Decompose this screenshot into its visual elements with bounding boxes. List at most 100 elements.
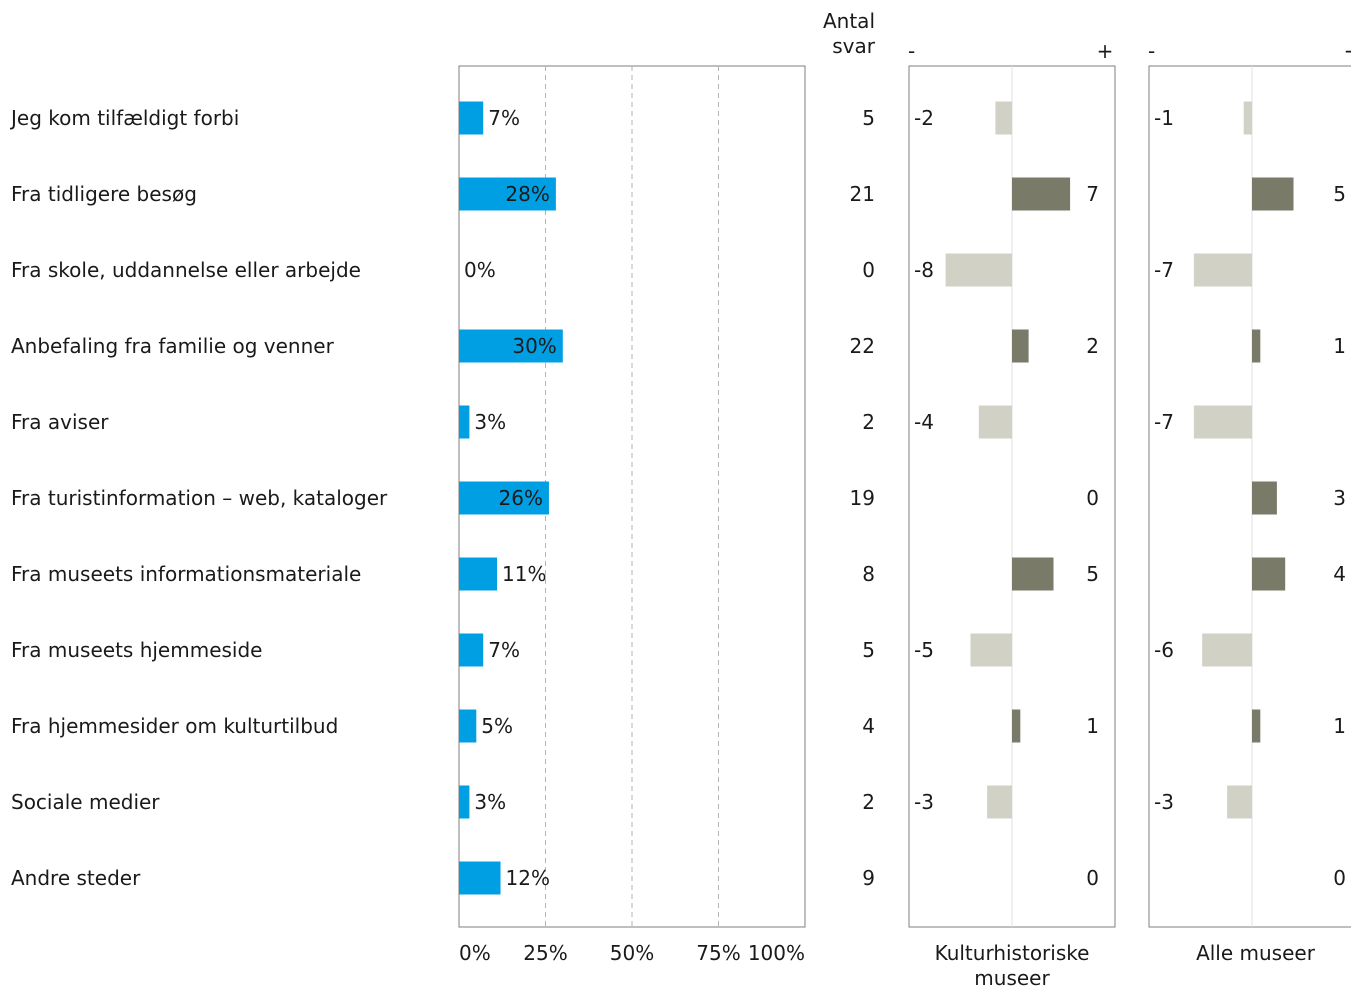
x-tick-label: 100%: [748, 941, 805, 965]
comparison-title-line: museer: [974, 966, 1050, 987]
count-header-line: Antal: [823, 9, 875, 33]
comparison-bar-negative: [1243, 101, 1252, 135]
comparison-data-label: -4: [914, 410, 934, 434]
count-value: 9: [862, 866, 875, 890]
comparison-data-label: -3: [914, 790, 934, 814]
count-value: 2: [862, 410, 875, 434]
x-tick-label: 25%: [523, 941, 567, 965]
comparison-data-label: -1: [1154, 106, 1174, 130]
comparison-bar-positive: [1252, 557, 1286, 591]
category-label: Sociale medier: [11, 790, 160, 814]
category-label: Fra tidligere besøg: [11, 182, 197, 206]
comparison-data-label: -2: [914, 106, 934, 130]
percent-data-label: 26%: [499, 486, 543, 510]
count-value: 22: [850, 334, 875, 358]
comparison-data-label: 5: [1086, 562, 1099, 586]
percent-data-label: 12%: [506, 866, 550, 890]
category-label: Fra museets informationsmateriale: [11, 562, 361, 586]
chart-frames: [458, 65, 1351, 928]
count-value: 21: [850, 182, 875, 206]
chart-gridlines: [545, 66, 1253, 927]
percent-data-label: 28%: [505, 182, 549, 206]
comparison-bar-positive: [1252, 709, 1261, 743]
comparison-bar-negative: [1193, 405, 1252, 439]
comparison-panel-frame: [1148, 65, 1351, 928]
comparison-bar-negative: [995, 101, 1012, 135]
comparison-data-label: 1: [1333, 334, 1346, 358]
percent-data-label: 7%: [488, 638, 520, 662]
count-value: 19: [850, 486, 875, 510]
comparison-bar-negative: [945, 253, 1012, 287]
comparison-bar-positive: [1252, 177, 1294, 211]
percent-data-label: 3%: [474, 410, 506, 434]
comparison-data-label: 2: [1086, 334, 1099, 358]
comparison-data-label: -7: [1154, 410, 1174, 434]
comparison-bar-negative: [970, 633, 1012, 667]
comparison-data-label: 1: [1086, 714, 1099, 738]
comparison-minus-label: -: [908, 39, 915, 63]
comparison-data-label: -8: [914, 258, 934, 282]
percent-bar: [459, 405, 470, 439]
percent-bar: [459, 785, 470, 819]
count-value: 5: [862, 638, 875, 662]
comparison-bar-positive: [1012, 329, 1029, 363]
percent-bar: [459, 101, 484, 135]
chart-bars: [459, 101, 1294, 895]
comparison-title-line: Alle museer: [1196, 941, 1316, 965]
comparison-data-label: 5: [1333, 182, 1346, 206]
comparison-data-label: 1: [1333, 714, 1346, 738]
count-header-line: svar: [832, 34, 876, 58]
percent-data-label: 5%: [481, 714, 513, 738]
comparison-bar-negative: [1227, 785, 1252, 819]
percent-bar: [459, 557, 498, 591]
x-tick-label: 75%: [696, 941, 740, 965]
percent-data-label: 0%: [464, 258, 496, 282]
category-label: Anbefaling fra familie og venner: [11, 334, 335, 358]
comparison-bar-negative: [978, 405, 1012, 439]
count-value: 2: [862, 790, 875, 814]
percent-bar: [459, 861, 501, 895]
comparison-data-label: 0: [1086, 486, 1099, 510]
category-label: Andre steder: [11, 866, 141, 890]
comparison-data-label: -7: [1154, 258, 1174, 282]
comparison-bar-positive: [1252, 481, 1277, 515]
percent-bar: [459, 709, 477, 743]
comparison-data-label: 4: [1333, 562, 1346, 586]
comparison-data-label: -6: [1154, 638, 1174, 662]
comparison-title-line: Kulturhistoriske: [935, 941, 1090, 965]
comparison-bar-positive: [1252, 329, 1261, 363]
chart-text: Jeg kom tilfældigt forbi Fra tidligere be…: [9, 9, 1351, 987]
comparison-data-label: 3: [1333, 486, 1346, 510]
comparison-data-label: 0: [1086, 866, 1099, 890]
count-value: 8: [862, 562, 875, 586]
comparison-data-label: 0: [1333, 866, 1346, 890]
count-value: 4: [862, 714, 875, 738]
x-tick-label: 50%: [610, 941, 654, 965]
comparison-bar-positive: [1012, 557, 1054, 591]
percent-data-label: 3%: [474, 790, 506, 814]
percent-bar: [459, 329, 563, 363]
percent-data-label: 30%: [512, 334, 556, 358]
comparison-minus-label: -: [1148, 39, 1155, 63]
x-tick-label: 0%: [459, 941, 491, 965]
comparison-data-label: -3: [1154, 790, 1174, 814]
category-label: Fra skole, uddannelse eller arbejde: [11, 258, 361, 282]
category-label: Fra museets hjemmeside: [11, 638, 262, 662]
comparison-bar-positive: [1012, 709, 1021, 743]
comparison-bar-negative: [1193, 253, 1252, 287]
comparison-data-label: 7: [1086, 182, 1099, 206]
category-label: Fra hjemmesider om kulturtilbud: [11, 714, 338, 738]
count-value: 5: [862, 106, 875, 130]
category-label: Jeg kom tilfældigt forbi: [9, 106, 239, 130]
percent-bar: [459, 177, 556, 211]
comparison-data-label: -5: [914, 638, 934, 662]
percent-data-label: 7%: [488, 106, 520, 130]
comparison-plus-label: +: [1097, 39, 1114, 63]
category-label: Fra aviser: [11, 410, 109, 434]
comparison-bar-negative: [1202, 633, 1252, 667]
comparison-bar-positive: [1012, 177, 1071, 211]
percent-bar: [459, 481, 549, 515]
percent-bar: [459, 633, 484, 667]
category-label: Fra turistinformation – web, kataloger: [11, 486, 388, 510]
